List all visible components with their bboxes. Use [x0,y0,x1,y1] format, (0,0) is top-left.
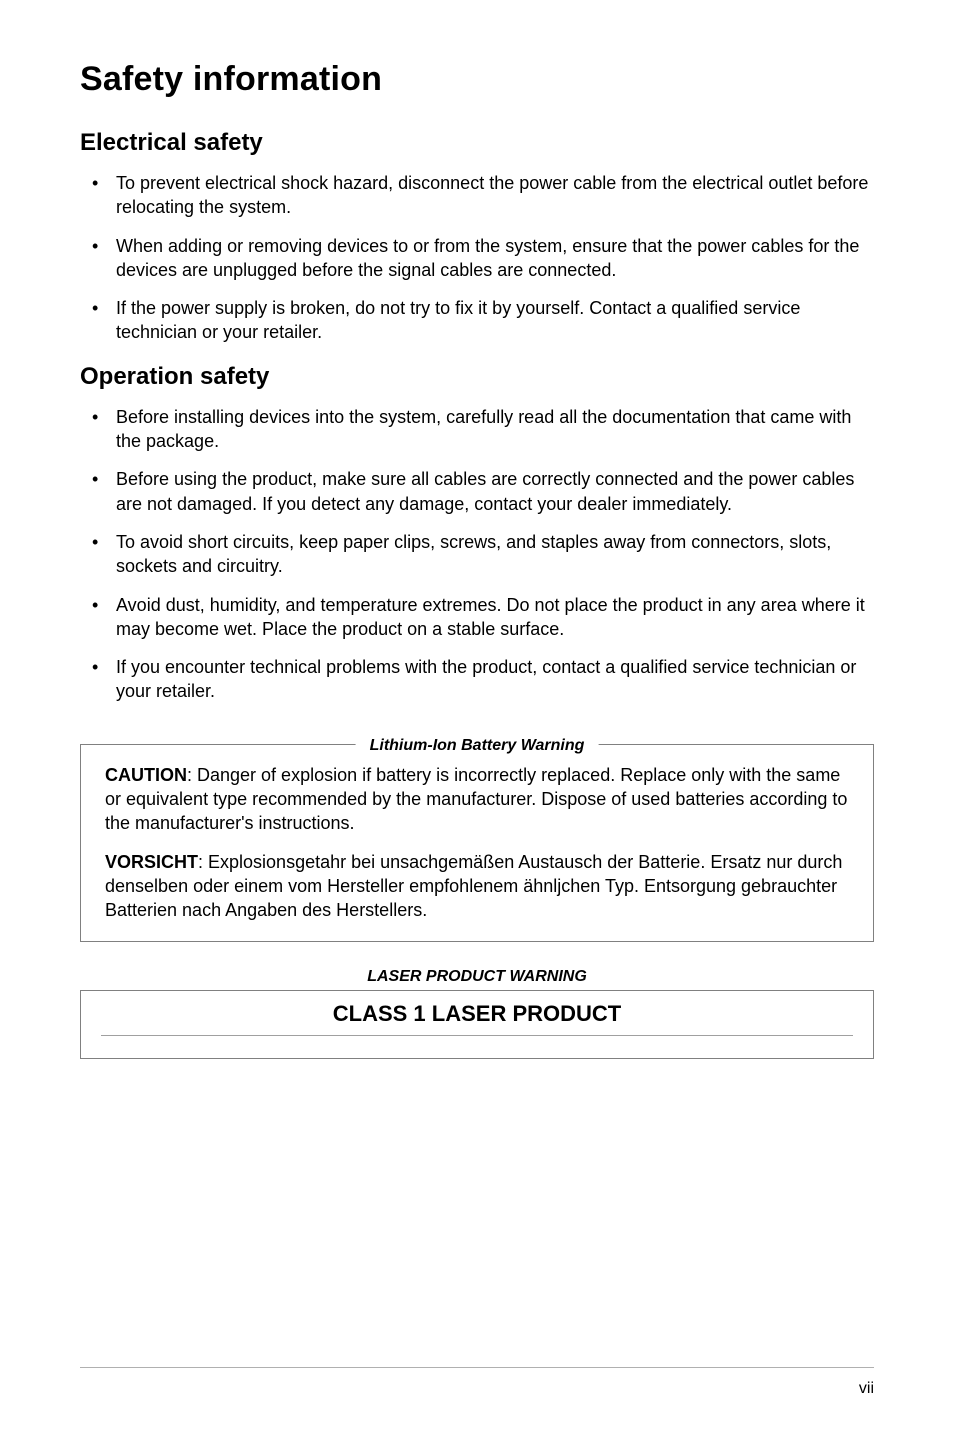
list-item: If you encounter technical problems with… [80,655,874,704]
caution-label: CAUTION [105,765,187,785]
laser-warning-box: CLASS 1 LASER PRODUCT [80,990,874,1059]
caution-text: : Danger of explosion if battery is inco… [105,765,847,834]
list-item: If the power supply is broken, do not tr… [80,296,874,345]
battery-warning-box: Lithium-Ion Battery Warning CAUTION: Dan… [80,744,874,942]
list-item: Before installing devices into the syste… [80,405,874,454]
list-item: When adding or removing devices to or fr… [80,234,874,283]
battery-warning-title: Lithium-Ion Battery Warning [356,735,599,757]
operation-safety-heading: Operation safety [80,363,874,391]
page-content: Safety information Electrical safety To … [80,60,874,1367]
page-number: vii [859,1380,874,1397]
page-title: Safety information [80,60,874,99]
vorsicht-text: : Explosionsgetahr bei unsachgemäßen Aus… [105,852,842,921]
page-footer: vii [80,1367,874,1398]
list-item: Avoid dust, humidity, and temperature ex… [80,593,874,642]
list-item: Before using the product, make sure all … [80,467,874,516]
electrical-safety-heading: Electrical safety [80,129,874,157]
list-item: To avoid short circuits, keep paper clip… [80,530,874,579]
electrical-safety-list: To prevent electrical shock hazard, disc… [80,171,874,345]
laser-warning-text: CLASS 1 LASER PRODUCT [101,1001,853,1036]
vorsicht-label: VORSICHT [105,852,198,872]
caution-paragraph: CAUTION: Danger of explosion if battery … [105,763,849,836]
document-page: Safety information Electrical safety To … [0,0,954,1438]
operation-safety-list: Before installing devices into the syste… [80,405,874,704]
vorsicht-paragraph: VORSICHT: Explosionsgetahr bei unsachgem… [105,850,849,923]
list-item: To prevent electrical shock hazard, disc… [80,171,874,220]
laser-warning-title: LASER PRODUCT WARNING [80,968,874,986]
